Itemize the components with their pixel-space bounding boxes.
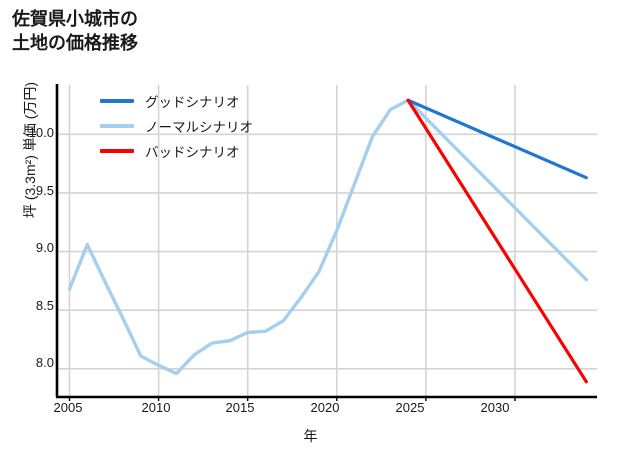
y-axis-ticks: 10.0 9.5 9.0 8.5 8.0 (0, 0, 54, 465)
x-tick-2020: 2020 (310, 400, 340, 415)
x-axis-label: 年 (303, 428, 318, 444)
legend-label-good: グッドシナリオ (145, 94, 240, 110)
series-line-normal (67, 98, 589, 376)
x-tick-2015: 2015 (225, 400, 255, 415)
y-tick-1: 8.5 (35, 298, 54, 313)
legend-swatch-good (100, 98, 134, 103)
series-line-bad (406, 98, 588, 384)
x-tick-2005: 2005 (53, 400, 83, 415)
legend-label-bad: バッドシナリオ (145, 144, 240, 160)
legend-item-bad: バッドシナリオ (100, 138, 310, 163)
chart-title-line-2: 土地の価格推移 (12, 32, 138, 53)
legend-swatch-normal (100, 123, 134, 128)
chart-title-line-1: 佐賀県小城市の (12, 9, 138, 29)
legend-item-good: グッドシナリオ (100, 88, 310, 113)
y-tick-4: 10.0 (28, 125, 54, 140)
x-tick-2025: 2025 (395, 400, 425, 415)
y-axis-label: 坪 (3.3m²) 単価 (万円) (22, 81, 38, 219)
chart-legend: グッドシナリオ ノーマルシナリオ バッドシナリオ (100, 88, 310, 163)
legend-item-normal: ノーマルシナリオ (100, 113, 310, 138)
chart-title: 佐賀県小城市の 土地の価格推移 (12, 8, 138, 56)
series-line-good (406, 98, 588, 180)
y-tick-2: 9.0 (35, 240, 54, 255)
legend-label-normal: ノーマルシナリオ (145, 119, 253, 135)
legend-swatch-bad (100, 148, 134, 153)
x-tick-2030: 2030 (480, 400, 510, 415)
y-tick-0: 8.0 (35, 355, 54, 370)
x-tick-2010: 2010 (141, 400, 171, 415)
y-tick-3: 9.5 (35, 183, 54, 198)
